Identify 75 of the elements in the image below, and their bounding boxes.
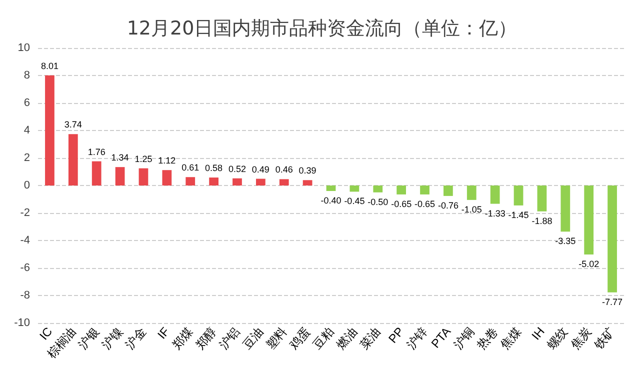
x-tick-label: 沪银 xyxy=(76,324,102,352)
x-tick-label: IH xyxy=(528,324,548,343)
data-label: -7.77 xyxy=(602,296,623,307)
data-label: 1.76 xyxy=(88,146,106,157)
bar xyxy=(396,186,406,194)
bar xyxy=(232,178,242,186)
y-tick-label: 0 xyxy=(24,180,30,192)
chart-title: 12月20日国内期市品种资金流向（单位：亿） xyxy=(126,18,518,40)
data-label: 0.58 xyxy=(205,163,223,174)
x-tick-label: 菜油 xyxy=(357,324,384,352)
bar xyxy=(138,168,148,186)
x-tick-label: 焦煤 xyxy=(498,324,524,352)
data-label: -0.40 xyxy=(320,196,342,206)
bar xyxy=(373,186,383,192)
bar xyxy=(45,75,54,186)
bar xyxy=(326,186,336,191)
x-tick-label: 郑煤 xyxy=(170,324,196,352)
bar xyxy=(350,186,360,192)
x-tick-label: 沪金 xyxy=(122,324,149,352)
bar xyxy=(560,186,570,232)
data-label: 3.74 xyxy=(64,120,82,130)
bar xyxy=(537,186,547,212)
y-tick-label: 8 xyxy=(24,70,30,82)
y-tick-label: 2 xyxy=(24,152,30,164)
y-tick-label: 6 xyxy=(24,97,30,109)
x-tick-label: 螺纹 xyxy=(544,324,571,352)
x-tick-label: 热卷 xyxy=(474,324,500,352)
bar xyxy=(256,178,266,186)
y-tick-label: -4 xyxy=(20,234,30,246)
data-label: 0.52 xyxy=(228,164,246,174)
data-label: -0.65 xyxy=(414,198,436,209)
y-tick-label: 10 xyxy=(18,42,30,54)
bar xyxy=(444,186,453,196)
bar xyxy=(466,186,476,200)
x-tick-label: 燃油 xyxy=(334,324,360,352)
data-label: -3.35 xyxy=(555,236,576,246)
bar xyxy=(92,161,102,186)
data-label: 1.25 xyxy=(134,154,152,164)
bar xyxy=(608,186,617,292)
x-tick-label: IF xyxy=(154,324,172,342)
data-label: -1.33 xyxy=(484,208,506,218)
y-tick-label: -8 xyxy=(20,290,30,302)
data-label: 0.61 xyxy=(182,162,200,173)
x-tick-label: IC xyxy=(36,324,56,343)
bar xyxy=(115,167,125,186)
data-label: 1.12 xyxy=(158,156,176,166)
bar xyxy=(162,170,172,186)
data-label: -0.76 xyxy=(438,200,458,210)
data-label: 0.39 xyxy=(298,166,316,176)
bar xyxy=(68,134,78,186)
data-label: -0.50 xyxy=(368,196,388,207)
y-tick-label: -6 xyxy=(20,262,30,274)
y-tick-label: 4 xyxy=(24,124,30,136)
bar xyxy=(420,186,430,194)
data-label: -1.88 xyxy=(532,216,552,226)
bar xyxy=(279,179,289,186)
data-label: 1.34 xyxy=(111,152,129,163)
x-tick-label: 豆粕 xyxy=(310,324,336,352)
data-label: -0.45 xyxy=(344,196,365,206)
y-tick-label: -2 xyxy=(20,207,30,219)
y-tick-label: -10 xyxy=(14,317,30,329)
bar xyxy=(490,186,500,204)
bar xyxy=(209,178,218,186)
x-tick-label: 沪镍 xyxy=(99,324,126,352)
data-label: 0.46 xyxy=(275,164,293,175)
data-label: -5.02 xyxy=(578,259,600,270)
bar xyxy=(186,177,196,186)
bar xyxy=(584,186,594,255)
data-label: 0.49 xyxy=(252,164,270,174)
bar xyxy=(302,180,312,186)
data-label: -1.05 xyxy=(461,204,482,214)
bar xyxy=(514,186,524,206)
data-label: -0.65 xyxy=(391,198,412,209)
data-label: -1.45 xyxy=(508,210,529,220)
data-label: 8.01 xyxy=(40,60,58,71)
